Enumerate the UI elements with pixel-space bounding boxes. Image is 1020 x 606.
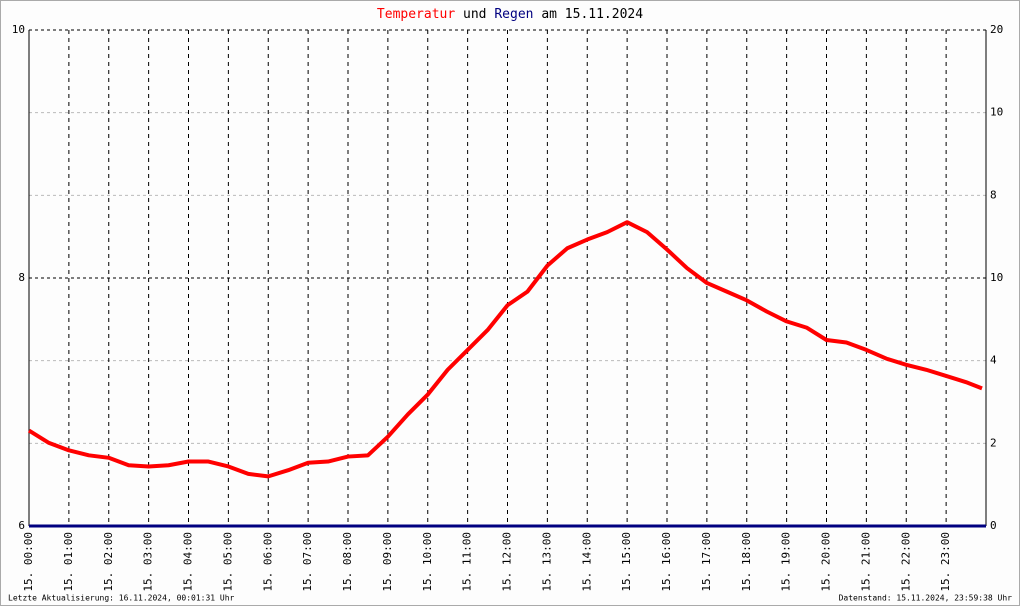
- title-part: Temperatur: [377, 7, 455, 22]
- x-tick-label: 15. 05:00: [221, 532, 234, 592]
- footer-left: Letzte Aktualisierung: 16.11.2024, 00:01…: [8, 594, 235, 603]
- x-tick-label: 15. 00:00: [22, 532, 35, 592]
- x-tick-label: 15. 20:00: [820, 532, 833, 592]
- x-tick-label: 15. 09:00: [381, 532, 394, 592]
- footer-right: Datenstand: 15.11.2024, 23:59:38 Uhr: [839, 594, 1013, 603]
- x-tick-label: 15. 16:00: [660, 532, 673, 592]
- x-tick-label: 15. 22:00: [899, 532, 912, 592]
- x-tick-label: 15. 15:00: [620, 532, 633, 592]
- y2-tick-label: 2: [990, 436, 997, 449]
- title-part: Regen: [494, 7, 533, 22]
- y2-tick-label: 8: [990, 188, 997, 201]
- x-tick-label: 15. 14:00: [580, 532, 593, 592]
- x-tick-label: 15. 01:00: [62, 532, 75, 592]
- series-line: [27, 220, 983, 479]
- y2-tick-label: 4: [990, 354, 997, 367]
- x-tick-label: 15. 12:00: [501, 532, 514, 592]
- y-tick-label: 8: [18, 271, 25, 284]
- x-tick-label: 15. 06:00: [261, 532, 274, 592]
- y2-tick-label: 20: [990, 23, 1003, 36]
- x-tick-label: 15. 02:00: [102, 532, 115, 592]
- x-tick-label: 15. 21:00: [859, 532, 872, 592]
- x-tick-label: 15. 07:00: [301, 532, 314, 592]
- x-tick-label: 15. 08:00: [341, 532, 354, 592]
- y2-tick-label: 10: [990, 271, 1003, 284]
- chart-title: Temperatur und Regen am 15.11.2024: [377, 7, 643, 22]
- x-tick-label: 15. 13:00: [540, 532, 553, 592]
- x-tick-label: 15. 17:00: [700, 532, 713, 592]
- x-tick-label: 15. 19:00: [780, 532, 793, 592]
- x-tick-label: 15. 23:00: [939, 532, 952, 592]
- x-tick-label: 15. 10:00: [421, 532, 434, 592]
- x-tick-label: 15. 03:00: [142, 532, 155, 592]
- title-part: am 15.11.2024: [541, 7, 643, 22]
- title-part: und: [463, 7, 486, 22]
- y2-tick-label: 0: [990, 519, 997, 532]
- x-tick-label: 15. 04:00: [182, 532, 195, 592]
- x-tick-label: 15. 11:00: [461, 532, 474, 592]
- y2-tick-label: 10: [990, 106, 1003, 119]
- y-tick-label: 6: [18, 519, 25, 532]
- x-tick-label: 15. 18:00: [740, 532, 753, 592]
- y-tick-label: 10: [12, 23, 25, 36]
